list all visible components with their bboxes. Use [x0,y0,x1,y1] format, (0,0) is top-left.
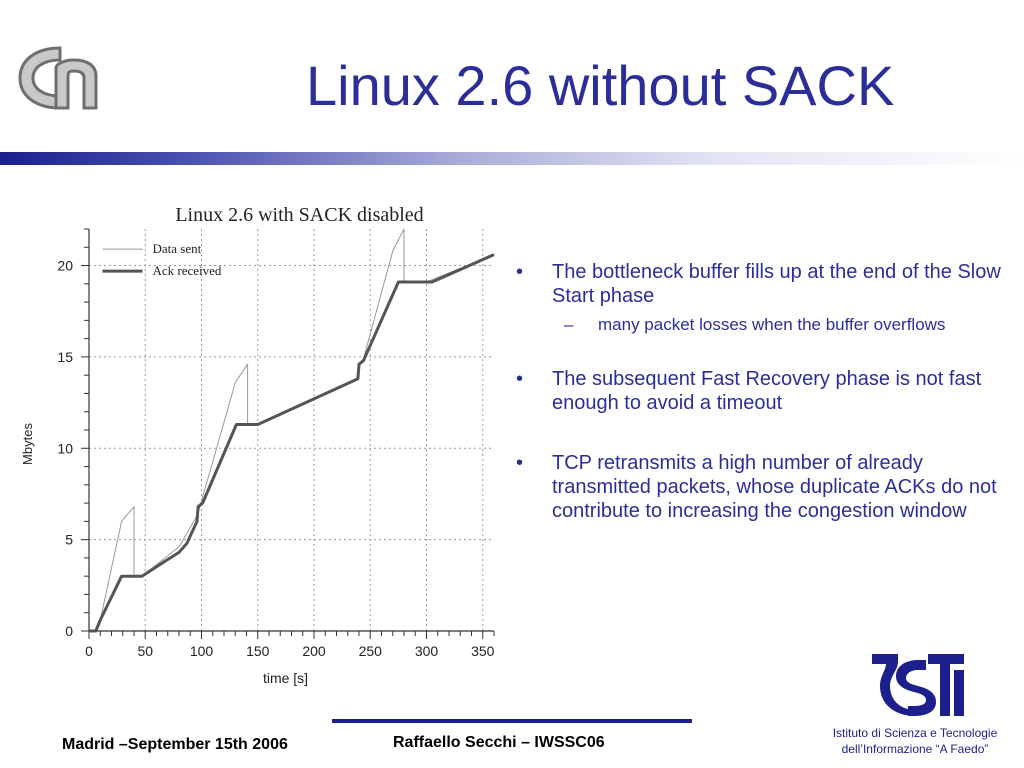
y-tick-label: 15 [57,349,73,365]
bullet-marker: • [516,261,524,283]
institute-name: Istituto di Scienza e Tecnologie dell’In… [808,725,1022,757]
x-tick-label: 250 [359,643,383,659]
series-line [89,253,495,633]
sub-bullet-marker: – [564,315,574,334]
y-axis-label: Mbytes [20,423,35,465]
y-tick-label: 0 [65,623,73,639]
sub-bullet-item: – many packet losses when the buffer ove… [514,314,1004,335]
bullet-item: • The subsequent Fast Recovery phase is … [514,367,1004,415]
y-tick-label: 5 [65,532,73,548]
x-tick-label: 200 [302,643,326,659]
institute-line-2: dell’Informazione “A Faedo” [841,742,989,756]
isti-logo-icon [872,654,964,716]
y-tick-label: 10 [57,440,73,456]
bullet-item: • TCP retransmits a high number of alrea… [514,451,1004,523]
bullet-marker: • [516,368,524,390]
chart: 0 50 100 150 200 250 300 350 0 5 10 15 20 time [s] Mby… [20,204,495,686]
x-tick-label: 0 [85,643,93,659]
cnr-logo-icon [18,46,98,110]
x-tick-label: 50 [137,643,153,659]
x-axis-label: time [s] [263,670,308,686]
chart-title: Linux 2.6 with SACK disabled [175,204,423,226]
footer-date: Madrid –September 15th 2006 [62,736,288,753]
title-gradient-bar [0,152,1024,165]
bullet-list: • The bottleneck buffer fills up at the … [514,260,1004,523]
bullet-item: • The bottleneck buffer fills up at the … [514,260,1004,308]
sub-bullet-text: many packet losses when the buffer overf… [598,315,946,334]
bullet-text: TCP retransmits a high number of already… [552,452,997,522]
slide-title: Linux 2.6 without SACK [306,54,895,117]
legend-label: Data sent [153,241,202,256]
series-line [89,228,495,632]
y-tick-label: 20 [57,258,73,274]
footer-divider [332,719,692,723]
legend-label: Ack received [153,263,222,278]
bullet-text: The bottleneck buffer fills up at the en… [552,261,1001,307]
footer-author: Raffaello Secchi – IWSSC06 [393,734,605,751]
bullet-text: The subsequent Fast Recovery phase is no… [552,368,982,414]
x-tick-label: 150 [246,643,270,659]
institute-line-1: Istituto di Scienza e Tecnologie [832,726,998,740]
x-tick-label: 100 [190,643,214,659]
bullet-marker: • [516,452,524,474]
x-tick-label: 300 [415,643,439,659]
x-tick-label: 350 [471,643,495,659]
